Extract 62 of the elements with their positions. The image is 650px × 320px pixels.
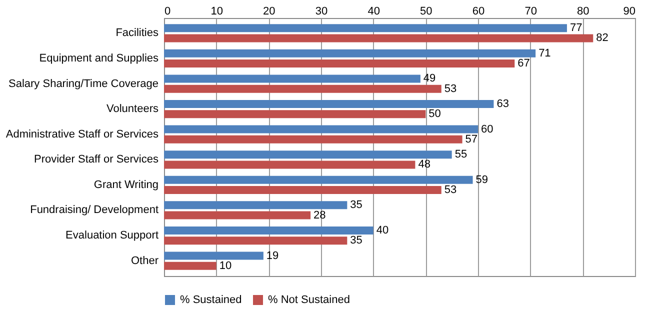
- x-tick-label: 80: [577, 6, 590, 18]
- x-tick-label: 0: [164, 6, 171, 18]
- bar: [164, 176, 473, 184]
- bar: [164, 110, 426, 118]
- bar: [164, 160, 416, 169]
- data-label: 77: [570, 22, 582, 34]
- y-tick-label: Salary Sharing/Time Coverage: [8, 78, 158, 90]
- data-label: 82: [596, 32, 608, 44]
- x-tick-label: 70: [524, 6, 537, 18]
- x-tick-label: 50: [420, 6, 432, 18]
- data-label: 19: [266, 250, 279, 262]
- y-tick-label: Equipment and Supplies: [39, 52, 159, 64]
- x-tick-label: 10: [210, 6, 223, 18]
- data-label: 50: [428, 108, 441, 120]
- x-tick-label: 20: [263, 6, 276, 18]
- bar: [164, 100, 494, 108]
- x-tick-label: 90: [623, 6, 636, 18]
- x-tick-label: 60: [472, 6, 485, 18]
- y-tick-label: Evaluation Support: [66, 230, 158, 242]
- data-label: 57: [465, 133, 478, 146]
- data-label: 48: [418, 158, 430, 171]
- data-label: 63: [496, 98, 509, 110]
- bar: [164, 74, 420, 83]
- y-tick-label: Volunteers: [106, 103, 159, 116]
- bar: [164, 262, 216, 270]
- bar: [164, 252, 264, 260]
- y-tick-label: Grant Writing: [94, 178, 158, 191]
- bar: [164, 49, 536, 58]
- y-tick-label: Other: [130, 254, 159, 267]
- data-label: 53: [444, 184, 457, 196]
- bar: [164, 135, 462, 144]
- y-tick-label: Provider Staff or Services: [34, 154, 159, 166]
- bar: [164, 84, 442, 93]
- data-label: 49: [423, 72, 436, 85]
- bar: [164, 226, 374, 234]
- x-tick-label: 30: [315, 6, 328, 18]
- data-label: 55: [454, 148, 468, 161]
- y-tick-label: Facilities: [116, 27, 159, 40]
- x-tick-label: 40: [368, 6, 380, 18]
- data-label: 59: [476, 174, 488, 186]
- data-label: 40: [376, 224, 389, 236]
- bar: [164, 236, 348, 245]
- data-label: 60: [481, 123, 494, 136]
- data-label: 10: [219, 260, 232, 272]
- y-tick-label: Administrative Staff or Services: [6, 128, 159, 140]
- bar: [164, 24, 567, 32]
- data-label: 67: [518, 58, 530, 70]
- bar: [164, 125, 478, 134]
- bar: [164, 34, 594, 42]
- bar: [164, 186, 442, 194]
- bar: [164, 60, 515, 68]
- data-label: 35: [350, 234, 362, 247]
- bar: [164, 201, 348, 210]
- legend-label: % Sustained: [180, 294, 242, 306]
- y-tick-label: Fundraising/ Development: [30, 204, 158, 216]
- bar: [164, 211, 311, 220]
- data-label: 53: [444, 82, 457, 95]
- bar: [164, 150, 452, 159]
- data-label: 35: [350, 199, 362, 212]
- data-label: 71: [538, 47, 551, 60]
- legend-label: % Not Sustained: [268, 294, 350, 306]
- data-label: 28: [314, 209, 326, 222]
